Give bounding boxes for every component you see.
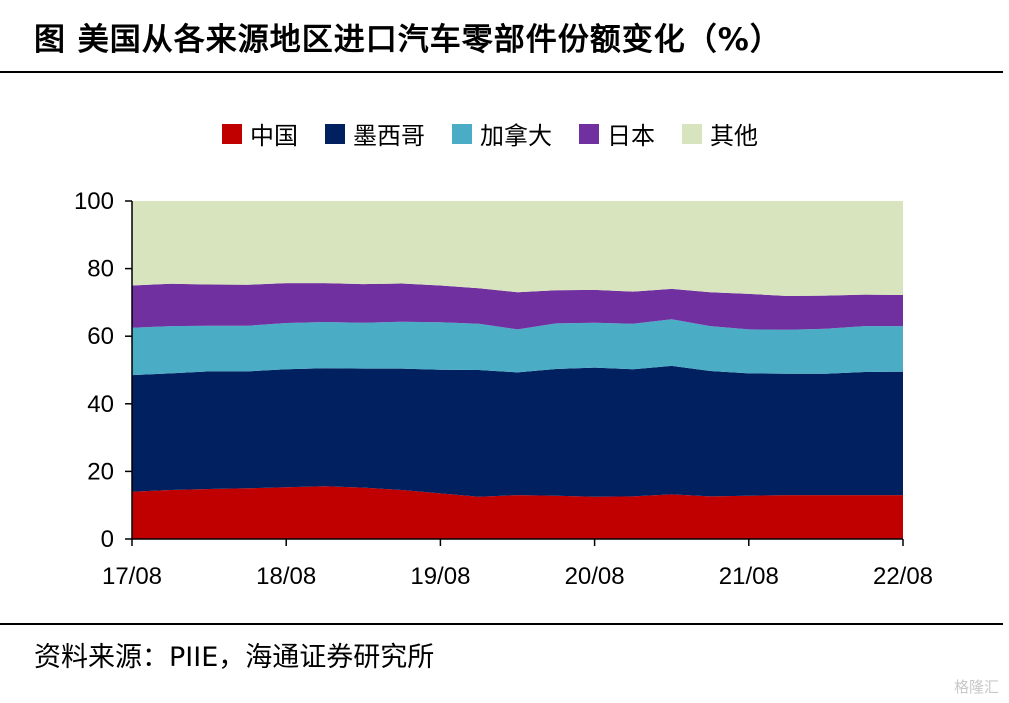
legend-label-mexico: 墨西哥 <box>353 122 425 150</box>
legend-label-canada: 加拿大 <box>480 122 552 150</box>
y-tick-label-80: 80 <box>87 256 114 283</box>
x-tick-label-4: 21/08 <box>719 563 779 590</box>
area-series-canada <box>132 319 903 376</box>
x-tick-label-3: 20/08 <box>565 563 625 590</box>
chart-title: 图 美国从各来源地区进口汽车零部件份额变化（%） <box>34 22 782 58</box>
x-tick-label-5: 22/08 <box>873 563 933 590</box>
legend-label-japan: 日本 <box>607 122 655 150</box>
area-series-china <box>132 486 903 539</box>
legend-item-canada: 加拿大 <box>452 116 552 151</box>
source-divider <box>0 623 1003 625</box>
x-tick-label-1: 18/08 <box>256 563 316 590</box>
legend-swatch-mexico <box>325 123 345 144</box>
area-series-mexico <box>132 365 903 497</box>
chart-legend: 中国 墨西哥 加拿大 日本 其他 <box>222 116 785 151</box>
area-series-japan <box>132 283 903 330</box>
legend-label-other: 其他 <box>710 122 758 150</box>
legend-swatch-china <box>222 123 242 144</box>
title-divider <box>0 71 1003 73</box>
source-note: 资料来源：PIIE，海通证券研究所 <box>34 642 435 673</box>
legend-swatch-japan <box>579 123 599 144</box>
area-series-other <box>132 201 903 296</box>
legend-item-other: 其他 <box>682 116 758 151</box>
y-tick-label-60: 60 <box>87 323 114 350</box>
y-tick-label-20: 20 <box>87 458 114 485</box>
legend-item-japan: 日本 <box>579 116 655 151</box>
x-tick-label-0: 17/08 <box>102 563 162 590</box>
y-tick-label-100: 100 <box>74 188 114 215</box>
legend-item-china: 中国 <box>222 116 298 151</box>
watermark: 格隆汇 <box>953 678 999 696</box>
y-tick-label-0: 0 <box>101 526 114 553</box>
legend-swatch-other <box>682 123 702 144</box>
legend-label-china: 中国 <box>250 122 298 150</box>
legend-swatch-canada <box>452 123 472 144</box>
legend-item-mexico: 墨西哥 <box>325 116 425 151</box>
y-tick-label-40: 40 <box>87 391 114 418</box>
x-tick-label-2: 19/08 <box>410 563 470 590</box>
